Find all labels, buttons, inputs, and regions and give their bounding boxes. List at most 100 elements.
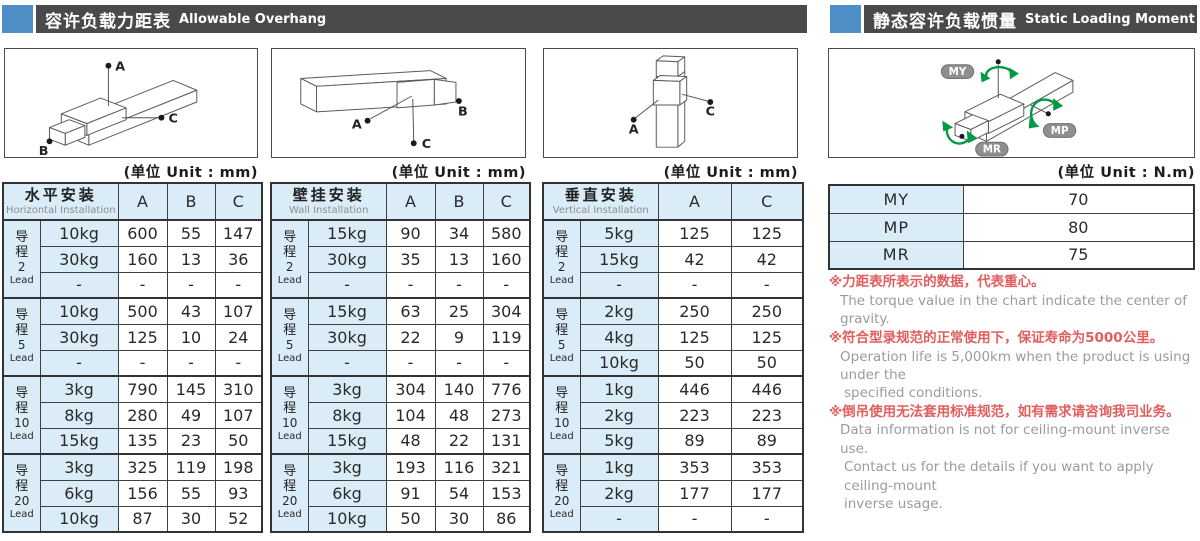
lead-zh-char: 导 bbox=[555, 308, 569, 324]
lead-en: Lead bbox=[9, 430, 34, 442]
note-block: ※倒吊使用无法套用标准规范，如有需求请咨询我司业务。 Data informati… bbox=[829, 403, 1200, 514]
load-cell: 8kg bbox=[39, 401, 119, 429]
column-header: C bbox=[730, 182, 804, 221]
point-b-marker bbox=[455, 98, 462, 104]
table-title: 水平安装 Horizontal Installation bbox=[2, 182, 119, 221]
value-cell: 34 bbox=[434, 219, 484, 247]
accent-square-icon bbox=[830, 5, 861, 33]
column-header: C bbox=[482, 182, 531, 221]
lead-cell: 导程 2 Lead bbox=[2, 219, 41, 299]
lead-en: Lead bbox=[277, 352, 302, 364]
mr-axis-dot bbox=[959, 133, 965, 139]
value-cell: 119 bbox=[166, 453, 216, 481]
lead-number: 10 bbox=[282, 416, 298, 431]
value-cell: 87 bbox=[117, 505, 168, 533]
leader-line-c bbox=[412, 99, 415, 141]
lead-zh-char: 程 bbox=[283, 323, 297, 339]
lead-en: Lead bbox=[9, 508, 34, 520]
value-cell: 321 bbox=[482, 453, 531, 481]
leader-line-a bbox=[635, 99, 659, 119]
note-zh-line: ※符合型录规范的正常使用下，保证寿命为5000公里。 bbox=[829, 329, 1164, 346]
lead-cell: 导程 5 Lead bbox=[270, 297, 309, 377]
unit-label-mm: (单位 Unit : mm) bbox=[391, 165, 526, 181]
load-cell: 2kg bbox=[579, 401, 659, 429]
value-cell: - bbox=[117, 271, 168, 299]
moment-label: MP bbox=[828, 212, 964, 242]
column-header: B bbox=[434, 182, 484, 221]
value-cell: 25 bbox=[434, 297, 484, 325]
load-cell: 8kg bbox=[307, 401, 387, 429]
value-cell: 48 bbox=[434, 401, 484, 429]
value-cell: 42 bbox=[730, 245, 804, 273]
table-row: 5kg 89 89 bbox=[543, 427, 804, 455]
moment-value: 70 bbox=[962, 184, 1195, 214]
lead-zh-char: 程 bbox=[283, 401, 297, 417]
load-cell: 2kg bbox=[579, 297, 659, 325]
column-header: A bbox=[385, 182, 436, 221]
table-title-en: Vertical Installation bbox=[552, 204, 649, 216]
table-row: 30kg 125 10 24 bbox=[3, 323, 263, 351]
lead-zh-char: 导 bbox=[15, 308, 29, 324]
point-c-marker bbox=[410, 140, 417, 147]
value-cell: 160 bbox=[482, 245, 531, 273]
lead-en: Lead bbox=[9, 274, 34, 286]
note-en-line: specified conditions. bbox=[844, 385, 983, 402]
lead-zh-char: 程 bbox=[283, 479, 297, 495]
load-cell: 1kg bbox=[579, 453, 659, 481]
table-row: 2kg 223 223 bbox=[543, 401, 804, 429]
value-cell: 135 bbox=[117, 427, 168, 455]
lead-number: 2 bbox=[17, 260, 26, 275]
load-cell: - bbox=[307, 349, 387, 377]
value-cell: 446 bbox=[657, 375, 732, 403]
moment-label: MR bbox=[828, 240, 964, 270]
lead-number: 20 bbox=[554, 494, 570, 509]
value-cell: 63 bbox=[385, 297, 436, 325]
load-cell: - bbox=[579, 271, 659, 299]
lead-number: 20 bbox=[282, 494, 298, 509]
lead-cell: 导程 5 Lead bbox=[2, 297, 41, 377]
load-cell: 15kg bbox=[307, 297, 387, 325]
value-cell: 24 bbox=[214, 323, 263, 351]
table-row: 8kg 104 48 273 bbox=[271, 401, 531, 429]
value-cell: 30 bbox=[166, 505, 216, 533]
table-row: 导程 10 Lead 3kg 790 145 310 bbox=[2, 375, 263, 455]
lead-zh-char: 导 bbox=[283, 308, 297, 324]
lead-en: Lead bbox=[549, 430, 574, 442]
value-cell: 580 bbox=[482, 219, 531, 247]
table-row: 15kg 42 42 bbox=[543, 245, 804, 273]
load-cell: 30kg bbox=[307, 245, 387, 273]
value-cell: 310 bbox=[214, 375, 263, 403]
linear-slide-drawing bbox=[652, 55, 688, 148]
table-row: 导程 5 Lead 15kg 63 25 304 bbox=[270, 297, 531, 377]
lead-cell: 导程 10 Lead bbox=[542, 375, 581, 455]
load-cell: 3kg bbox=[307, 453, 387, 481]
lead-zh-char: 导 bbox=[555, 386, 569, 402]
mr-arrowhead-icon bbox=[942, 120, 954, 132]
point-c-marker bbox=[707, 99, 714, 105]
lead-zh-char: 程 bbox=[15, 323, 29, 339]
leader-line-a bbox=[370, 95, 412, 120]
table-row: ---- bbox=[3, 271, 263, 299]
lead-zh-char: 程 bbox=[15, 401, 29, 417]
lead-cell: 导程 5 Lead bbox=[542, 297, 581, 377]
load-table: 垂直安装 Vertical Installation A C 导程 2 Lead 5kg 125… bbox=[542, 182, 804, 533]
value-cell: 250 bbox=[657, 297, 732, 325]
value-cell: - bbox=[434, 271, 484, 299]
value-cell: - bbox=[166, 349, 216, 377]
lead-zh-char: 导 bbox=[15, 230, 29, 246]
value-cell: - bbox=[214, 271, 263, 299]
unit-label-nm: (单位 Unit : N.m) bbox=[1057, 165, 1195, 181]
lead-zh-char: 程 bbox=[15, 245, 29, 261]
table-row: 30kg 22 9 119 bbox=[271, 323, 531, 351]
point-label-c: C bbox=[169, 112, 178, 127]
value-cell: 86 bbox=[482, 505, 531, 533]
table-title-zh: 壁挂安装 bbox=[292, 186, 365, 205]
table-row: 15kg 48 22 131 bbox=[271, 427, 531, 455]
point-a-marker bbox=[105, 62, 112, 69]
value-cell: 145 bbox=[166, 375, 216, 403]
value-cell: - bbox=[730, 505, 804, 533]
value-cell: 177 bbox=[657, 479, 732, 507]
unit-label-mm: (单位 Unit : mm) bbox=[123, 165, 258, 181]
value-cell: 13 bbox=[166, 245, 216, 273]
value-cell: 125 bbox=[730, 323, 804, 351]
